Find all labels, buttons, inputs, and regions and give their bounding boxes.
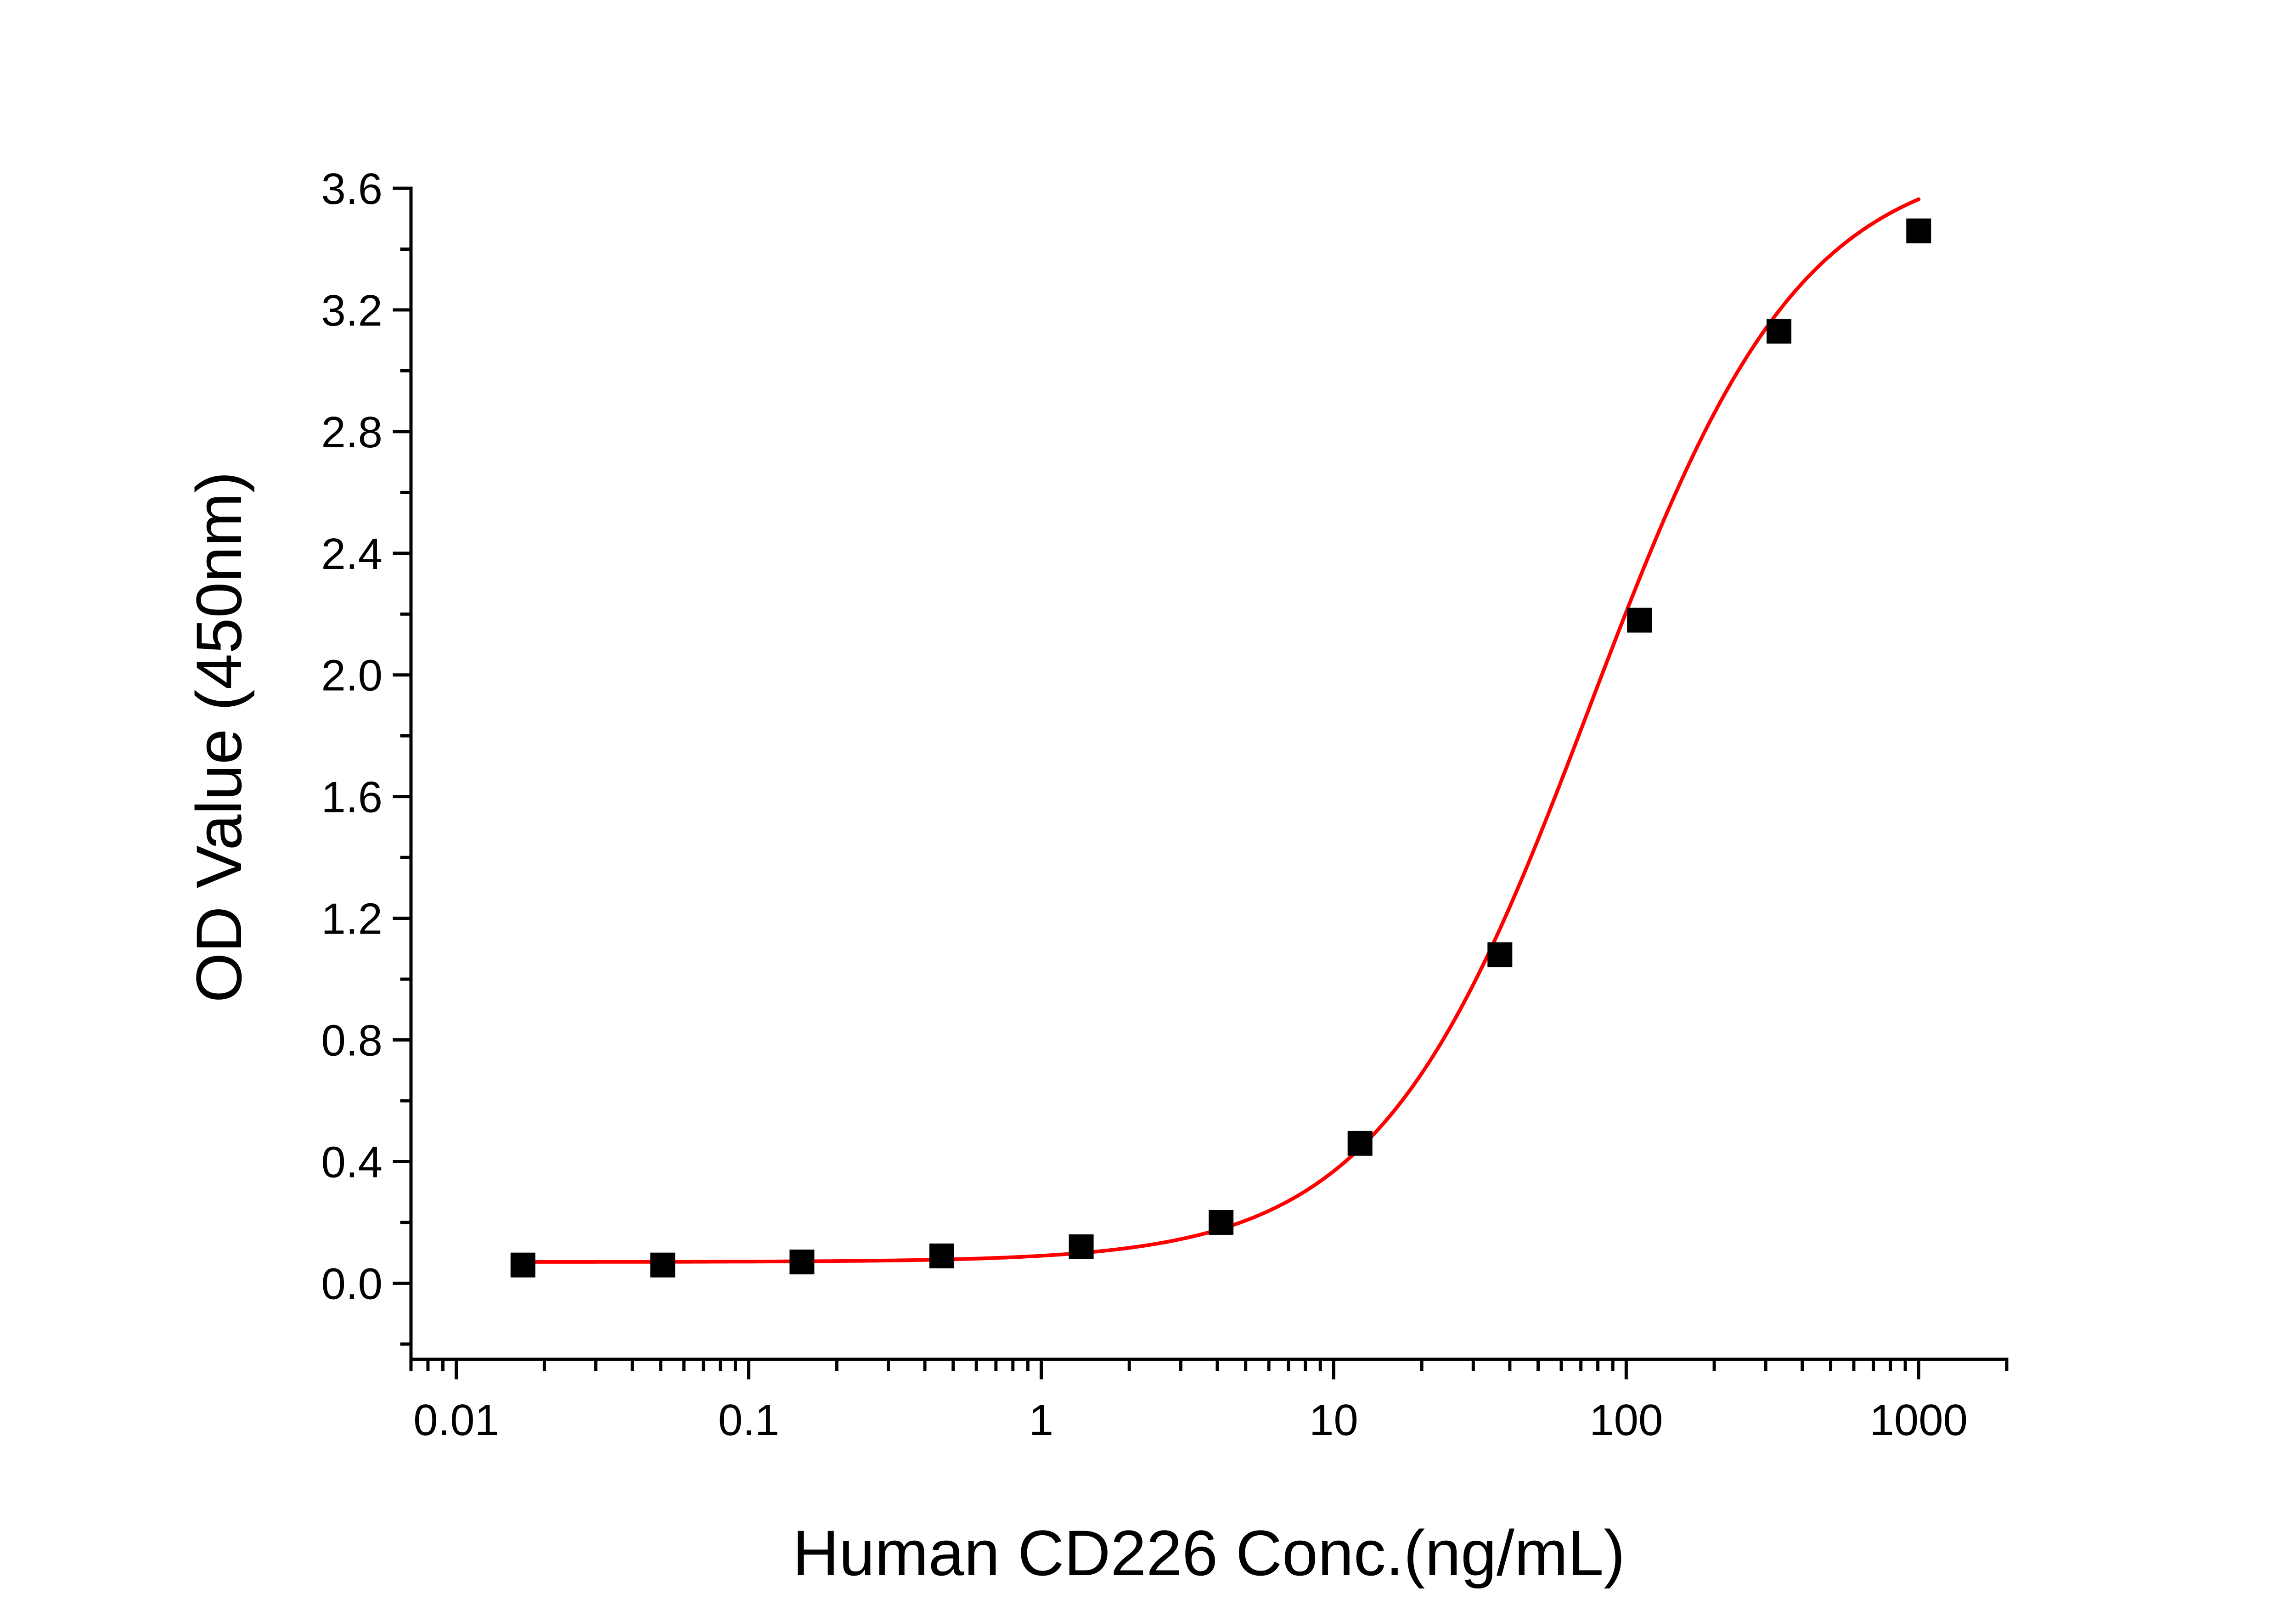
data-point (1347, 1131, 1373, 1156)
x-axis-title: Human CD226 Conc.(ng/mL) (793, 1517, 1625, 1589)
data-point (789, 1250, 815, 1275)
y-tick-label: 3.2 (321, 286, 383, 335)
data-point (510, 1252, 535, 1278)
data-points-layer (510, 218, 1931, 1278)
data-point (1906, 218, 1931, 243)
data-point (650, 1252, 675, 1278)
x-tick-label: 10 (1309, 1396, 1358, 1445)
data-point (1069, 1234, 1094, 1259)
y-tick-label: 0.4 (321, 1138, 383, 1187)
data-point (1209, 1210, 1234, 1235)
y-tick-label: 3.6 (321, 164, 383, 214)
y-tick-label: 2.0 (321, 651, 383, 700)
y-axis-title: OD Value (450nm) (183, 472, 255, 1003)
x-tick-label: 100 (1589, 1396, 1663, 1445)
y-tick-label: 2.8 (321, 408, 383, 457)
data-point (929, 1243, 954, 1268)
data-point (1767, 319, 1792, 344)
axes: 0.0 0.4 0.8 1.2 1.6 2.0 2.4 2.8 3.2 3.6 0.01 0.1 1 10… (321, 164, 2009, 1445)
y-tick-label: 1.6 (321, 773, 383, 822)
x-tick-label: 0.01 (413, 1396, 499, 1445)
y-tick-label: 1.2 (321, 895, 383, 944)
x-tick-label: 0.1 (718, 1396, 779, 1445)
data-point (1487, 942, 1513, 968)
x-tick-label: 1000 (1869, 1396, 1968, 1445)
y-tick-label: 0.8 (321, 1016, 383, 1065)
data-point (1627, 608, 1652, 633)
x-tick-label: 1 (1029, 1396, 1053, 1445)
y-tick-label: 2.4 (321, 529, 383, 579)
y-tick-label: 0.0 (321, 1259, 383, 1308)
